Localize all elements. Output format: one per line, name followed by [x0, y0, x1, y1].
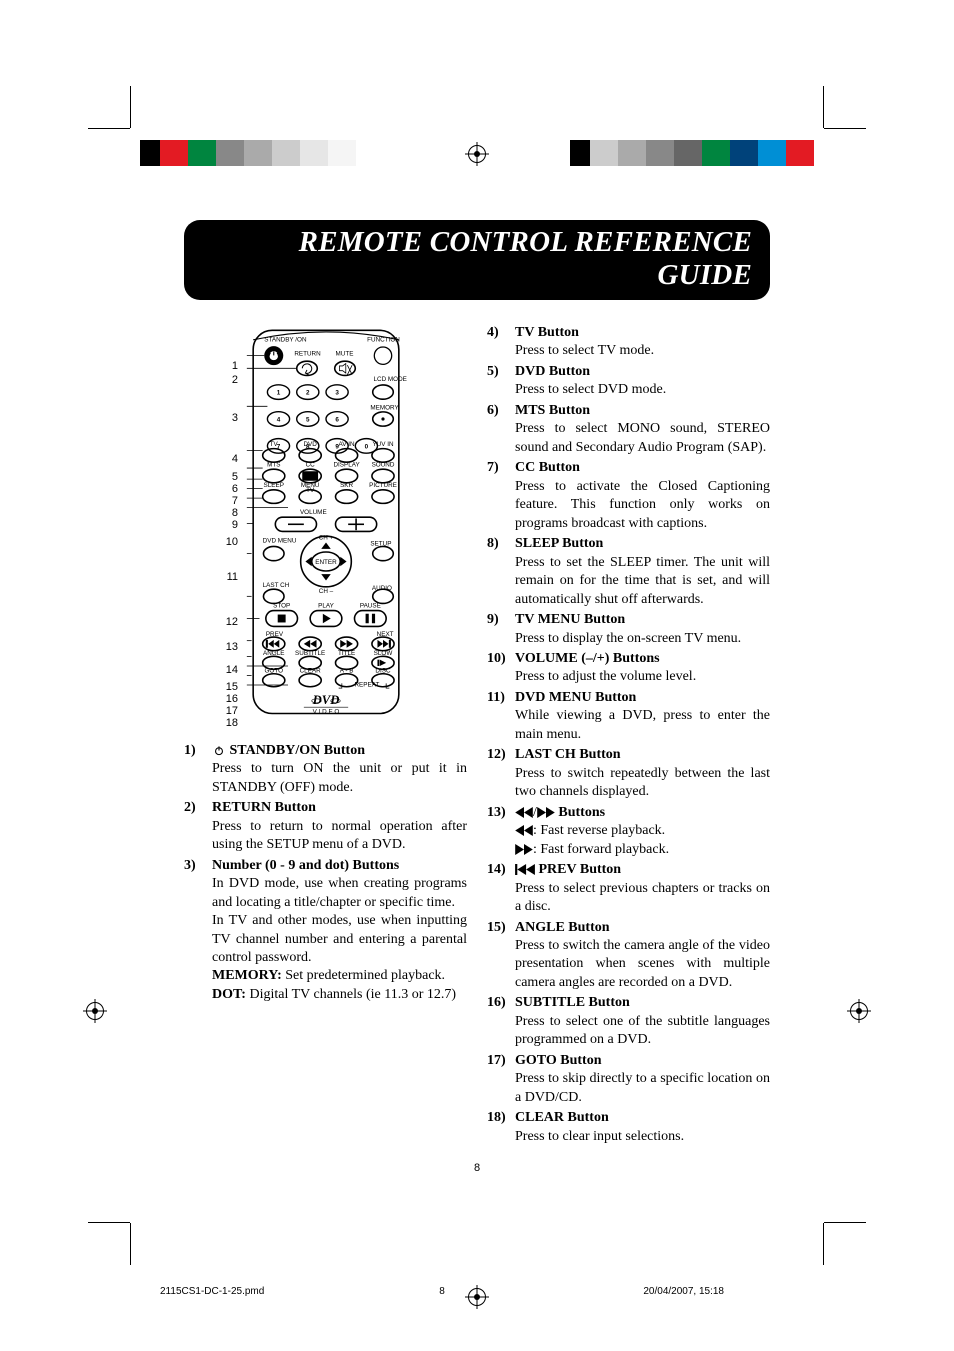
definition-item: 15)ANGLE ButtonPress to switch the camer… — [487, 919, 770, 993]
svg-text:LAST CH: LAST CH — [262, 582, 289, 589]
svg-text:PLAY: PLAY — [318, 602, 334, 609]
definition-item: 17)GOTO ButtonPress to skip directly to … — [487, 1052, 770, 1107]
page-number: 8 — [184, 1162, 770, 1174]
definition-item: 11)DVD MENU ButtonWhile viewing a DVD, p… — [487, 689, 770, 744]
svg-text:REPEAT: REPEAT — [354, 682, 379, 689]
crop-mark — [823, 86, 824, 128]
svg-text:V I D E O: V I D E O — [312, 708, 339, 715]
svg-text:LCD MODE: LCD MODE — [373, 376, 406, 383]
definition-item: 1) STANDBY/ON ButtonPress to turn ON the… — [184, 742, 467, 797]
definition-item: 5)DVD ButtonPress to select DVD mode. — [487, 363, 770, 400]
callout-number: 13 — [220, 640, 238, 655]
footer-file: 2115CS1-DC-1-25.pmd — [150, 1286, 348, 1297]
definition-item: 10)VOLUME (–/+) ButtonsPress to adjust t… — [487, 650, 770, 687]
svg-text:STANDBY /ON: STANDBY /ON — [264, 336, 307, 343]
page-title: REMOTE CONTROL REFERENCE GUIDE — [299, 226, 752, 291]
callout-number: 1 — [220, 359, 238, 374]
right-definitions: 4)TV ButtonPress to select TV mode.5)DVD… — [487, 324, 770, 1146]
crop-mark — [130, 86, 131, 128]
remote-diagram: 123456789101112131415161718 STANDBY /ON … — [184, 324, 467, 720]
svg-text:PICTURE: PICTURE — [369, 482, 397, 489]
svg-text:DVD: DVD — [311, 693, 339, 707]
svg-text:6: 6 — [335, 416, 339, 423]
left-definitions: 1) STANDBY/ON ButtonPress to turn ON the… — [184, 742, 467, 1005]
definition-item: 2)RETURN ButtonPress to return to normal… — [184, 799, 467, 854]
callout-number: 3 — [220, 411, 238, 426]
registration-mark — [468, 145, 486, 163]
svg-text:SLEEP: SLEEP — [263, 482, 283, 489]
fwd-icon — [515, 844, 533, 855]
registration-mark — [850, 1002, 868, 1020]
page-title-bar: REMOTE CONTROL REFERENCE GUIDE — [184, 220, 770, 300]
callout-number: 2 — [220, 373, 238, 388]
definition-item: 3)Number (0 - 9 and dot) ButtonsIn DVD m… — [184, 857, 467, 1005]
right-column: 4)TV ButtonPress to select TV mode.5)DVD… — [487, 324, 770, 1148]
footer-page: 8 — [348, 1286, 536, 1297]
svg-text:CC: CC — [305, 473, 315, 480]
svg-text:MEMORY: MEMORY — [370, 404, 399, 411]
crop-mark — [824, 128, 866, 129]
crop-mark — [130, 1223, 131, 1265]
rew-icon — [515, 825, 533, 836]
svg-text:SOUND: SOUND — [371, 461, 394, 468]
svg-text:ENTER: ENTER — [315, 559, 337, 566]
svg-text:PAUSE: PAUSE — [359, 602, 380, 609]
definition-item: 12)LAST CH ButtonPress to switch repeate… — [487, 746, 770, 801]
prev-icon — [515, 864, 535, 875]
svg-text:0: 0 — [364, 443, 368, 450]
svg-text:AV IN: AV IN — [338, 441, 354, 448]
definition-item: 18)CLEAR ButtonPress to clear input sele… — [487, 1109, 770, 1146]
colorbar-left — [140, 140, 384, 166]
definition-item: 14) PREV ButtonPress to select previous … — [487, 861, 770, 916]
svg-text:MTS: MTS — [267, 461, 280, 468]
definition-item: 9)TV MENU ButtonPress to display the on-… — [487, 611, 770, 648]
svg-text:5: 5 — [306, 416, 310, 423]
svg-text:4: 4 — [276, 416, 280, 423]
svg-text:3: 3 — [335, 389, 339, 396]
definition-item: 8)SLEEP ButtonPress to set the SLEEP tim… — [487, 535, 770, 609]
callout-number: 9 — [220, 518, 238, 533]
power-icon — [212, 745, 226, 756]
svg-text:VOLUME: VOLUME — [299, 509, 326, 516]
svg-text:2: 2 — [306, 389, 310, 396]
svg-text:RETURN: RETURN — [294, 351, 321, 358]
definition-item: 6)MTS ButtonPress to select MONO sound, … — [487, 402, 770, 457]
svg-text:MUTE: MUTE — [335, 351, 353, 358]
colorbar-right — [570, 140, 814, 166]
svg-text:STOP: STOP — [273, 602, 290, 609]
left-column: 123456789101112131415161718 STANDBY /ON … — [184, 324, 467, 1148]
svg-text:YUV IN: YUV IN — [372, 441, 394, 448]
svg-text:DVD MENU: DVD MENU — [262, 537, 296, 544]
print-footer: 2115CS1-DC-1-25.pmd 8 20/04/2007, 15:18 — [150, 1286, 804, 1297]
crop-mark — [823, 1223, 824, 1265]
callout-number: 4 — [220, 452, 238, 467]
footer-date: 20/04/2007, 15:18 — [536, 1286, 804, 1297]
rew-icon — [515, 807, 533, 818]
registration-mark — [86, 1002, 104, 1020]
remote-svg: STANDBY /ON FUNCTION RETURN MUTE 1234567… — [231, 324, 421, 720]
fwd-icon — [537, 807, 555, 818]
page-content: REMOTE CONTROL REFERENCE GUIDE 123456789… — [184, 220, 770, 1211]
svg-text:TV: TV — [306, 487, 315, 494]
svg-text:DVD: DVD — [303, 441, 317, 448]
svg-text:1: 1 — [276, 389, 280, 396]
callout-number: 14 — [220, 663, 238, 678]
svg-text:CC: CC — [305, 461, 315, 468]
callout-number: 18 — [220, 716, 238, 731]
definition-item: 7)CC ButtonPress to activate the Closed … — [487, 459, 770, 533]
svg-text:TV: TV — [269, 441, 278, 448]
svg-text:CH +: CH + — [318, 534, 333, 541]
definition-item: 4)TV ButtonPress to select TV mode. — [487, 324, 770, 361]
crop-mark — [88, 128, 130, 129]
callout-number: 12 — [220, 615, 238, 630]
svg-text:CH –: CH – — [318, 588, 333, 595]
svg-text:DISPLAY: DISPLAY — [333, 461, 360, 468]
callout-number: 10 — [220, 535, 238, 550]
definition-item: 16)SUBTITLE ButtonPress to select one of… — [487, 994, 770, 1049]
svg-text:SKR: SKR — [340, 482, 353, 489]
definition-item: 13)/ Buttons: Fast reverse playback.: Fa… — [487, 804, 770, 859]
svg-text:FUNCTION: FUNCTION — [367, 336, 400, 343]
callout-number: 11 — [220, 570, 238, 585]
